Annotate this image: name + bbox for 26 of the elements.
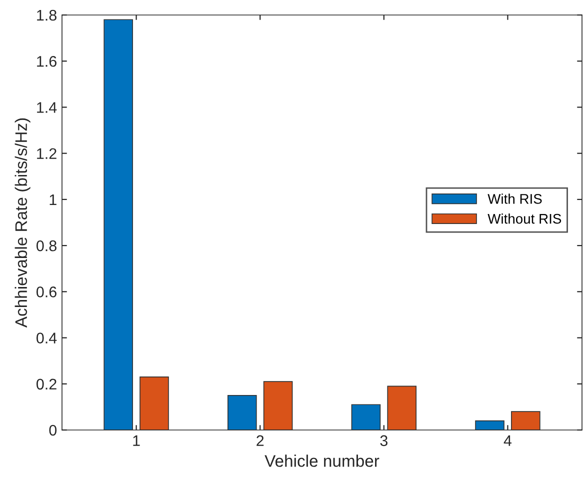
y-tick-label: 0.4 [36, 332, 57, 344]
y-tick-label: 1 [50, 194, 56, 205]
y-tick-label: 1.2 [37, 148, 56, 159]
bar [263, 381, 293, 430]
y-tick-label: 1.4 [37, 102, 57, 113]
bar [140, 376, 169, 430]
bar [475, 420, 504, 430]
y-tick-label: 1.6 [37, 56, 56, 67]
y-tick-label: 0.2 [36, 378, 56, 390]
bar [351, 404, 381, 430]
bar [227, 394, 257, 430]
x-axis-title: Vehicle number [264, 454, 380, 467]
y-tick-label: 0.8 [36, 240, 56, 252]
y-axis-title: Achhievable Rate (bits/s/Hz) [14, 118, 30, 328]
y-tick-label: 1.8 [37, 10, 56, 21]
x-tick-label: 2 [256, 435, 264, 446]
legend-label: Without RIS [488, 214, 562, 224]
x-tick-label: 4 [504, 435, 512, 446]
legend-label: With RIS [488, 194, 542, 204]
x-tick-label: 3 [380, 435, 388, 446]
y-tick-label: 0 [49, 424, 57, 436]
bar [511, 411, 540, 430]
bar [387, 386, 417, 430]
y-tick-label: 0.6 [36, 286, 56, 298]
x-tick-label: 1 [133, 435, 140, 446]
bar [104, 19, 133, 430]
